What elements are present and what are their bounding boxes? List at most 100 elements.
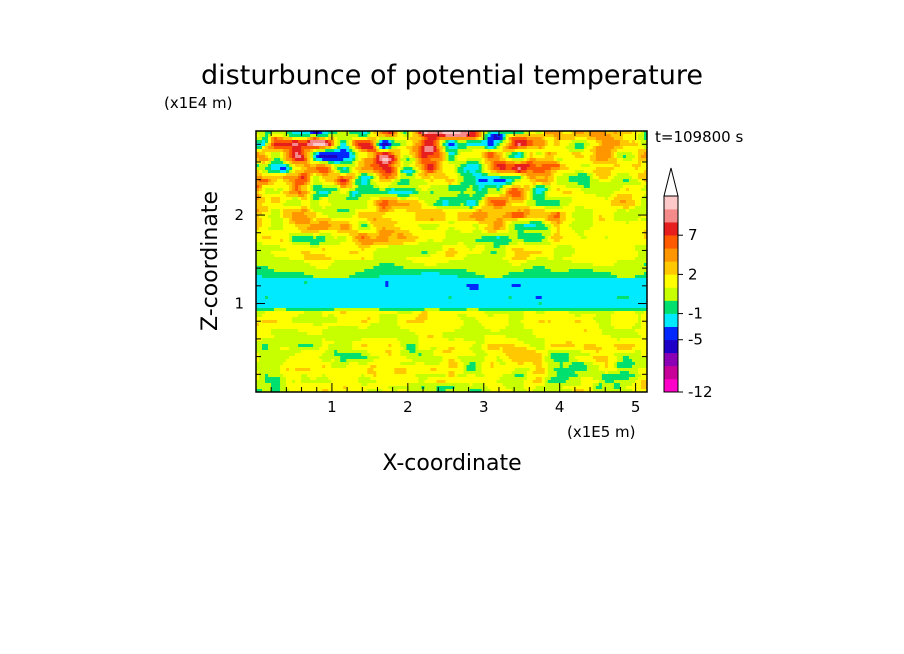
heatmap-cell (274, 134, 278, 138)
heatmap-cell (346, 185, 350, 189)
heatmap-cell (439, 188, 444, 192)
heatmap-cell (391, 197, 395, 201)
heatmap-cell (553, 167, 558, 171)
heatmap-cell (466, 218, 471, 222)
heatmap-cell (460, 215, 465, 219)
heatmap-cell (406, 191, 410, 195)
heatmap-cell (271, 140, 275, 144)
heatmap-cell (319, 218, 323, 222)
heatmap-cell (592, 197, 597, 201)
heatmap-cell (406, 182, 410, 186)
heatmap-cell (445, 164, 450, 168)
heatmap-cell (352, 233, 356, 237)
heatmap-cell (418, 152, 423, 156)
heatmap-cell (319, 209, 323, 213)
heatmap-cell (343, 221, 347, 225)
heatmap-cell (430, 179, 435, 183)
heatmap-cell (586, 224, 591, 228)
heatmap-cell (340, 185, 344, 189)
heatmap-cell (613, 146, 618, 150)
heatmap-cell (391, 164, 395, 168)
heatmap-cell (340, 209, 344, 213)
heatmap-cell (268, 167, 272, 171)
heatmap-cell (340, 200, 344, 204)
heatmap-cell (373, 137, 377, 141)
heatmap-cell (280, 179, 284, 183)
heatmap-cell (478, 188, 483, 192)
heatmap-cell (376, 230, 380, 234)
heatmap-cell (592, 176, 597, 180)
heatmap-cell (616, 236, 621, 240)
heatmap-cell (409, 209, 413, 213)
heatmap-cell (583, 218, 588, 222)
heatmap-cell (295, 194, 299, 198)
heatmap-cell (292, 185, 296, 189)
heatmap-cell (592, 218, 597, 222)
heatmap-cell (640, 188, 645, 192)
heatmap-cell (304, 179, 308, 183)
heatmap-cell (475, 173, 480, 177)
heatmap-cell (337, 152, 341, 156)
heatmap-cell (643, 203, 647, 207)
heatmap-cell (475, 203, 480, 207)
heatmap-cell (316, 164, 320, 168)
heatmap-cell (379, 134, 383, 138)
heatmap-cell (598, 224, 603, 228)
heatmap-cell (589, 149, 594, 153)
heatmap-cell (319, 137, 323, 141)
heatmap-cell (601, 143, 606, 147)
heatmap-cell (460, 131, 465, 135)
heatmap-cell (409, 146, 413, 150)
heatmap-cell (325, 206, 329, 210)
heatmap-cell (613, 158, 618, 162)
heatmap-cell (508, 167, 513, 171)
heatmap-cell (547, 161, 552, 165)
heatmap-cell (619, 179, 624, 183)
heatmap-cell (403, 239, 407, 243)
heatmap-cell (484, 161, 489, 165)
heatmap-cell (505, 194, 510, 198)
heatmap-cell (400, 143, 404, 147)
heatmap-cell (640, 134, 645, 138)
heatmap-cell (508, 161, 513, 165)
heatmap-cell (553, 185, 558, 189)
heatmap-cell (619, 170, 624, 174)
heatmap-cell (532, 173, 537, 177)
heatmap-cell (280, 233, 284, 237)
heatmap-cell (265, 155, 269, 159)
heatmap-cell (331, 167, 335, 171)
heatmap-cell (526, 167, 531, 171)
heatmap-cell (565, 155, 570, 159)
heatmap-cell (523, 188, 528, 192)
heatmap-cell (430, 200, 435, 204)
heatmap-cell (484, 131, 489, 135)
heatmap-cell (391, 242, 395, 246)
heatmap-cell (562, 164, 567, 168)
heatmap-cell (631, 158, 636, 162)
heatmap-cell (499, 191, 504, 195)
heatmap-cell (424, 200, 429, 204)
heatmap-cell (391, 230, 395, 234)
heatmap-cell (505, 182, 510, 186)
heatmap-cell (310, 197, 314, 201)
heatmap-cell (565, 215, 570, 219)
heatmap-cell (316, 221, 320, 225)
heatmap-cell (280, 158, 284, 162)
heatmap-cell (379, 233, 383, 237)
heatmap-cell (439, 149, 444, 153)
heatmap-cell (439, 143, 444, 147)
heatmap-cell (322, 179, 326, 183)
heatmap-cell (421, 137, 426, 141)
heatmap-cell (481, 140, 486, 144)
heatmap-cell (325, 236, 329, 240)
heatmap-cell (322, 185, 326, 189)
heatmap-cell (568, 167, 573, 171)
heatmap-cell (400, 170, 404, 174)
heatmap-cell (289, 185, 293, 189)
heatmap-cell (541, 233, 546, 237)
heatmap-cell (595, 230, 600, 234)
heatmap-cell (328, 185, 332, 189)
heatmap-cell (541, 242, 546, 246)
heatmap-cell (640, 200, 645, 204)
heatmap-cell (631, 182, 636, 186)
